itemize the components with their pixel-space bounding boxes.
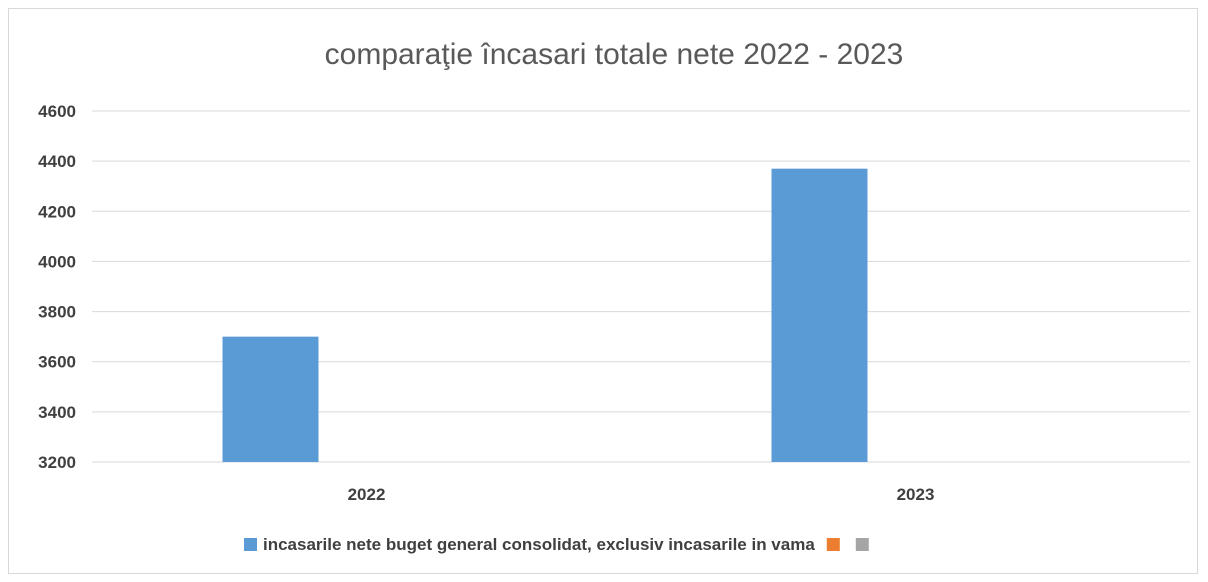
y-tick-label: 3200 (38, 453, 76, 472)
y-tick-label: 3800 (38, 303, 76, 322)
y-tick-label: 3400 (38, 403, 76, 422)
x-category-label: 2023 (897, 485, 935, 504)
chart-frame (8, 8, 1198, 574)
y-tick-label: 4200 (38, 202, 76, 221)
x-category-label: 2022 (348, 485, 386, 504)
y-axis-ticks: 3200 3400 3600 3800 4000 4200 4400 4600 (38, 102, 76, 472)
y-tick-label: 3600 (38, 353, 76, 372)
bar-2023 (771, 168, 868, 462)
y-tick-label: 4400 (38, 152, 76, 171)
legend-swatch (855, 538, 869, 551)
y-tick-label: 4600 (38, 102, 76, 121)
legend-swatch (826, 538, 840, 551)
bar-2022 (222, 336, 319, 462)
x-axis-categories: 2022 2023 (348, 485, 935, 504)
chart-title: comparaţie încasari totale nete 2022 - 2… (325, 38, 904, 71)
y-tick-label: 4000 (38, 252, 76, 271)
bars (222, 168, 868, 462)
legend-label: incasarile nete buget general consolidat… (263, 535, 815, 554)
legend-swatch (244, 538, 257, 551)
legend: incasarile nete buget general consolidat… (244, 535, 869, 554)
